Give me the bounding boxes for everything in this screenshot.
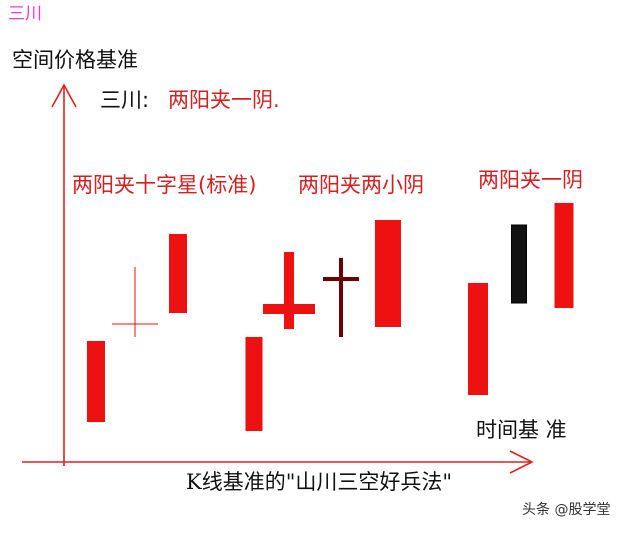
candles-layer: [87, 203, 574, 431]
candle-bull-3: [245, 337, 263, 431]
legend-text: 两阳夹一阴.: [168, 88, 280, 112]
legend-prefix: 三川:: [100, 88, 150, 112]
candle-cross-wick-4: [284, 252, 294, 329]
y-axis-arrowhead: [51, 83, 77, 108]
candle-bull-7: [468, 283, 488, 395]
candle-cross-body-4: [263, 304, 315, 314]
candle-bear-cross-wick-5: [339, 258, 343, 337]
credit-watermark: 头条 @股学堂: [522, 502, 611, 518]
group-label-two-small-bear: 两阳夹两小阴: [298, 173, 424, 197]
candle-bull-2: [169, 234, 187, 313]
candle-bull-0: [87, 341, 105, 422]
corner-label: 三川: [8, 4, 42, 24]
candle-bull-9: [554, 203, 574, 308]
x-axis-label: 时间基 准: [476, 418, 567, 442]
group-label-doji: 两阳夹十字星(标准): [72, 173, 257, 197]
candle-bear-cross-body-5: [323, 277, 359, 281]
caption: K线基准的"山川三空好兵法": [186, 470, 453, 494]
candle-bear-8: [511, 224, 527, 304]
x-axis-arrowhead: [509, 450, 534, 474]
candle-bull-6: [375, 220, 401, 327]
y-axis-label: 空间价格基准: [12, 48, 138, 72]
group-label-one-bear: 两阳夹一阴: [478, 168, 583, 192]
